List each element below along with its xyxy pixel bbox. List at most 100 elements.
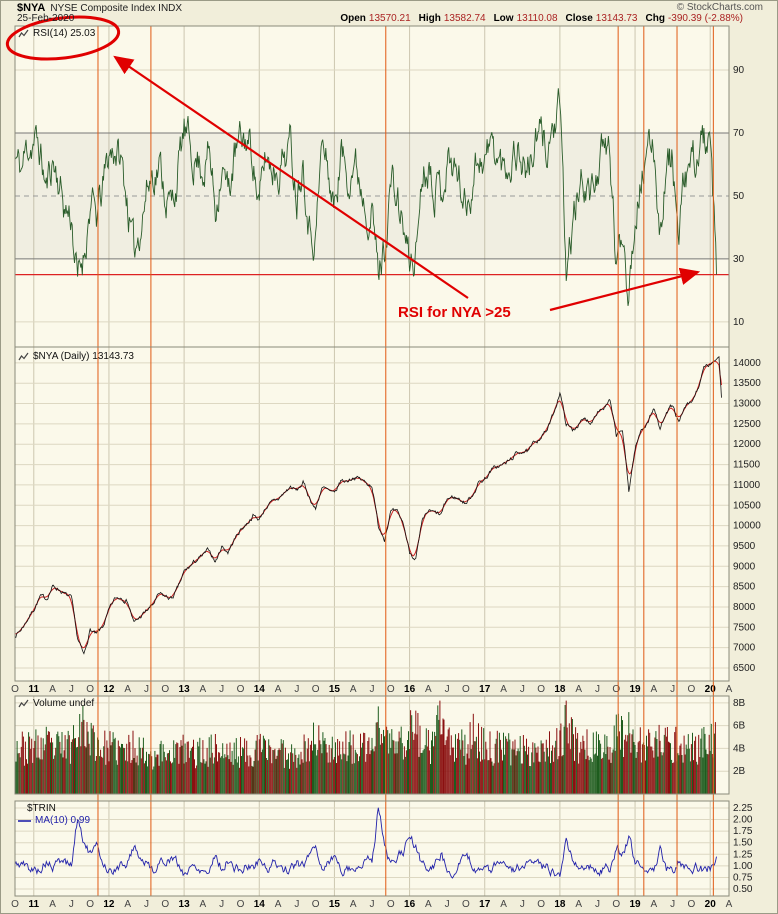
x-axis-month-label: J	[445, 899, 450, 910]
x-axis-month-label: J	[144, 684, 149, 695]
x-axis-month-label: A	[124, 684, 131, 695]
y-tick-label: 11000	[733, 480, 761, 491]
x-axis-month-label: J	[294, 684, 299, 695]
y-tick-label: 70	[733, 128, 745, 139]
indicator-icon	[18, 699, 29, 708]
x-axis-year-label: 11	[29, 684, 40, 695]
x-axis-year-label: 17	[479, 899, 491, 910]
rsi-legend-label: RSI(14) 25.03	[33, 28, 96, 39]
x-axis-month-label: J	[144, 899, 149, 910]
y-tick-label: 10000	[733, 521, 761, 532]
y-tick-label: 7000	[733, 643, 756, 654]
x-axis-month-label: O	[312, 684, 320, 695]
x-axis-month-label: O	[537, 684, 545, 695]
volume-legend-label: Volume undef	[33, 698, 95, 709]
x-axis-month-label: O	[612, 899, 620, 910]
x-axis-month-label: J	[370, 899, 375, 910]
y-tick-label: 14000	[733, 358, 761, 369]
x-axis-month-label: A	[500, 899, 507, 910]
line-swatch-icon	[18, 819, 31, 822]
x-axis-year-label: 13	[179, 684, 191, 695]
x-axis-month-label: O	[537, 899, 545, 910]
x-axis-month-label: J	[520, 684, 525, 695]
x-axis-month-label: A	[575, 684, 582, 695]
y-tick-label: 6B	[733, 721, 746, 732]
x-axis-year-label: 11	[29, 899, 40, 910]
x-axis-year-label: 16	[404, 899, 416, 910]
y-tick-label: 90	[733, 65, 745, 76]
x-axis-month-label: J	[219, 684, 224, 695]
y-tick-label: 2.00	[733, 815, 753, 826]
x-axis-month-label: A	[49, 684, 56, 695]
x-axis-year-label: 14	[254, 899, 266, 910]
x-axis-month-label: A	[350, 684, 357, 695]
x-axis-month-label: A	[425, 684, 432, 695]
x-axis-month-label: O	[387, 899, 395, 910]
x-axis-year-label: 18	[554, 899, 566, 910]
open-label: Open	[340, 13, 366, 24]
x-axis-month-label: O	[312, 899, 320, 910]
x-axis-month-label: J	[294, 899, 299, 910]
x-axis-month-label: O	[11, 899, 19, 910]
x-axis-month-label: A	[49, 899, 56, 910]
close-value: 13143.73	[595, 13, 638, 24]
x-axis-month-label: A	[726, 899, 733, 910]
y-tick-label: 13500	[733, 378, 761, 389]
trin-legend-label: $TRIN	[27, 803, 56, 814]
x-axis-month-label: A	[350, 899, 357, 910]
annotation-text: RSI for NYA >25	[398, 304, 511, 321]
chart-layers: 90 70 50 30 10 14000 13500 13000 12500 12000 11500…	[11, 25, 761, 910]
subheader-row: 25-Feb-2020 Open 13570.21 High 13582.74 Low 1…	[17, 13, 743, 24]
x-axis-month-label: O	[11, 684, 19, 695]
indicator-icon	[18, 352, 29, 361]
y-tick-label: 7500	[733, 622, 756, 633]
x-axis-year-label: 13	[179, 899, 191, 910]
quote-strip: Open 13570.21 High 13582.74 Low 13110.08 Close…	[332, 13, 743, 24]
header-row: $NYA NYSE Composite Index INDX © StockCha…	[17, 2, 763, 14]
x-axis-year-label: 20	[705, 684, 717, 695]
x-axis-month-label: O	[387, 684, 395, 695]
rsi-series-line	[14, 88, 717, 306]
x-axis-month-label: J	[219, 899, 224, 910]
x-axis-year-label: 12	[103, 684, 115, 695]
y-tick-label: 8B	[733, 698, 746, 709]
y-tick-label: 12500	[733, 419, 761, 430]
high-label: High	[418, 13, 441, 24]
y-tick-label: 1.75	[733, 826, 753, 837]
low-label: Low	[493, 13, 514, 24]
close-label: Close	[565, 13, 593, 24]
trin-ma-line	[14, 807, 717, 879]
x-axis-month-label: O	[237, 899, 245, 910]
trin-ma-legend-label: MA(10) 0.99	[35, 815, 91, 826]
y-tick-label: 8000	[733, 602, 756, 613]
y-tick-label: 2.25	[733, 803, 753, 814]
x-axis-month-label: O	[462, 684, 470, 695]
y-tick-label: 2B	[733, 766, 746, 777]
x-axis-month-label: J	[670, 899, 675, 910]
chg-value: -390.39 (-2.88%)	[667, 13, 743, 24]
x-axis-year-label: 19	[629, 684, 641, 695]
y-tick-label: 6500	[733, 663, 756, 674]
x-axis-month-label: A	[651, 899, 658, 910]
x-axis-month-label: A	[425, 899, 432, 910]
x-axis-month-label: O	[161, 684, 169, 695]
x-axis-month-label: J	[445, 684, 450, 695]
annotation-arrow-to-rsi-label	[113, 55, 469, 299]
y-tick-label: 4B	[733, 743, 746, 754]
rsi-legend: RSI(14) 25.03	[18, 28, 95, 39]
x-axis-month-label: O	[612, 684, 620, 695]
y-tick-label: 10500	[733, 500, 761, 511]
x-axis-month-label: O	[86, 899, 94, 910]
y-tick-label: 1.25	[733, 849, 753, 860]
x-axis-year-label: 20	[705, 899, 717, 910]
rsi-highlight-ellipse	[5, 15, 121, 61]
y-tick-label: 13000	[733, 399, 761, 410]
low-value: 13110.08	[516, 13, 558, 24]
x-axis-month-label: J	[595, 899, 600, 910]
price-legend: $NYA (Daily) 13143.73	[18, 351, 134, 362]
x-axis-month-label: O	[462, 899, 470, 910]
indicator-icon	[18, 29, 29, 38]
x-axis-month-label: J	[69, 684, 74, 695]
x-axis-year-label: 15	[329, 899, 341, 910]
